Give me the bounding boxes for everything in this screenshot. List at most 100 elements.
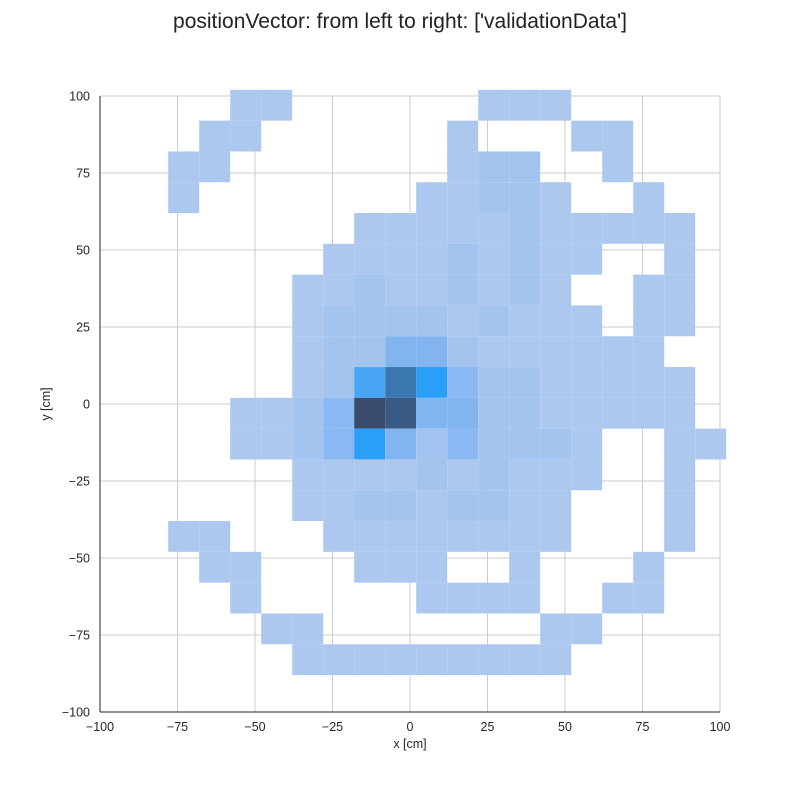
heatmap-cell xyxy=(292,644,324,676)
heatmap-cell xyxy=(540,243,572,275)
heatmap-cell xyxy=(323,428,355,460)
heatmap-cell xyxy=(385,274,417,306)
heatmap-cell xyxy=(633,274,665,306)
heatmap-cell xyxy=(385,490,417,522)
heatmap-cell xyxy=(447,305,479,337)
heatmap-cell xyxy=(509,490,541,522)
heatmap-cell xyxy=(571,243,603,275)
heatmap-cell xyxy=(416,459,448,491)
heatmap-cell xyxy=(478,274,510,306)
heatmap-cell xyxy=(478,151,510,183)
heatmap-cell xyxy=(664,459,696,491)
heatmap-cell xyxy=(354,213,386,244)
heatmap-cell xyxy=(385,551,417,583)
heatmap-cell xyxy=(230,120,262,152)
heatmap-cell xyxy=(478,213,510,244)
heatmap-cell xyxy=(633,582,665,614)
heatmap-cell xyxy=(509,336,541,368)
heatmap-cell xyxy=(478,428,510,460)
heatmap-cell xyxy=(354,397,386,429)
heatmap-cell xyxy=(509,428,541,460)
heatmap-cell xyxy=(416,551,448,583)
heatmap-cell xyxy=(354,243,386,275)
heatmap-cell xyxy=(478,305,510,337)
heatmap-cell xyxy=(602,213,634,244)
heatmap-cell xyxy=(571,613,603,645)
heatmap-cell xyxy=(323,305,355,337)
heatmap-cell xyxy=(447,274,479,306)
heatmap-cell xyxy=(540,182,572,214)
heatmap-cell xyxy=(354,644,386,676)
heatmap-cell xyxy=(478,459,510,491)
heatmap-cell xyxy=(571,120,603,152)
heatmap-cell xyxy=(540,613,572,645)
heatmap-cell xyxy=(323,644,355,676)
y-tick-label: −25 xyxy=(69,475,90,489)
heatmap-cell xyxy=(168,521,200,552)
heatmap-cell xyxy=(447,582,479,614)
heatmap-cell xyxy=(602,151,634,183)
y-tick-label: −100 xyxy=(62,706,90,720)
x-tick-label: −75 xyxy=(167,720,188,734)
heatmap-cell xyxy=(261,89,293,121)
x-tick-label: 100 xyxy=(710,720,731,734)
heatmap-cell xyxy=(292,428,324,460)
heatmap-cell xyxy=(447,428,479,460)
heatmap-cell xyxy=(509,182,541,214)
heatmap-cell xyxy=(323,490,355,522)
heatmap-cell xyxy=(416,213,448,244)
heatmap-cell xyxy=(354,428,386,460)
heatmap-cell xyxy=(323,243,355,275)
heatmap-cell xyxy=(354,367,386,398)
heatmap-cell xyxy=(292,336,324,368)
heatmap-cell xyxy=(416,336,448,368)
heatmap-cell xyxy=(354,336,386,368)
heatmap-cell xyxy=(323,336,355,368)
heatmap-cell xyxy=(571,428,603,460)
heatmap-cell xyxy=(447,459,479,491)
heatmap-cell xyxy=(509,397,541,429)
heatmap-cell xyxy=(695,428,727,460)
heatmap-cell xyxy=(416,582,448,614)
x-tick-label: 50 xyxy=(558,720,572,734)
heatmap-cell xyxy=(447,182,479,214)
heatmap-cell xyxy=(509,274,541,306)
heatmap-cell xyxy=(540,89,572,121)
x-tick-label: −100 xyxy=(86,720,114,734)
heatmap-cell xyxy=(447,151,479,183)
heatmap-cell xyxy=(602,397,634,429)
heatmap-cell xyxy=(230,428,262,460)
heatmap-cell xyxy=(478,182,510,214)
heatmap-cell xyxy=(478,397,510,429)
heatmap-cell xyxy=(447,213,479,244)
heatmap-cell xyxy=(354,551,386,583)
heatmap-cell xyxy=(199,120,231,152)
y-tick-label: 75 xyxy=(76,167,90,181)
heatmap-cell xyxy=(385,644,417,676)
heatmap-cell xyxy=(292,397,324,429)
heatmap-cell xyxy=(416,428,448,460)
heatmap-cell xyxy=(447,120,479,152)
heatmap-cell xyxy=(416,367,448,398)
heatmap-cell xyxy=(509,89,541,121)
heatmap-cell xyxy=(323,459,355,491)
tick-labels: −100 −75 −50 −25 0 25 50 75 100 −100 −75 −50 −25 0 25 5… xyxy=(62,90,731,735)
heatmap-cell xyxy=(416,243,448,275)
heatmap-cell xyxy=(633,397,665,429)
heatmap-cell xyxy=(509,551,541,583)
heatmap-cell xyxy=(571,397,603,429)
heatmap-cell xyxy=(261,613,293,645)
heatmap-cell xyxy=(571,213,603,244)
heatmap-cell xyxy=(509,459,541,491)
heatmap-cell xyxy=(633,367,665,398)
heatmap-cell xyxy=(664,521,696,552)
heatmap-cell xyxy=(633,551,665,583)
heatmap-cell xyxy=(571,336,603,368)
heatmap-cell xyxy=(633,305,665,337)
heatmap-cell xyxy=(199,151,231,183)
x-axis-label: x [cm] xyxy=(393,737,426,751)
heatmap-cell xyxy=(199,551,231,583)
y-tick-label: 100 xyxy=(69,90,90,104)
heatmap-cell xyxy=(509,305,541,337)
heatmap-cell xyxy=(540,336,572,368)
